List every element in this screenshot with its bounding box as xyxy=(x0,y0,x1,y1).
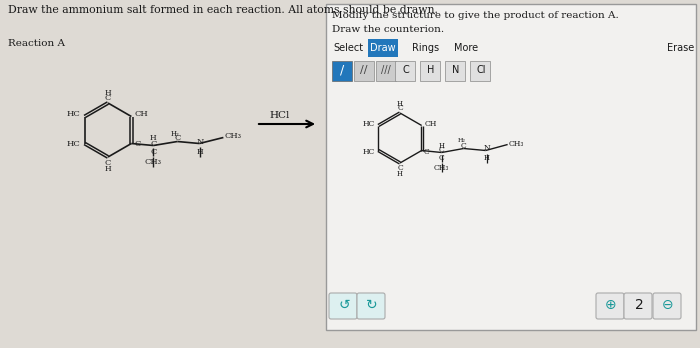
Text: Erase: Erase xyxy=(667,43,694,53)
Text: N: N xyxy=(483,144,490,152)
Text: CH: CH xyxy=(134,111,148,119)
Text: C: C xyxy=(397,164,403,172)
Text: C: C xyxy=(402,65,409,75)
FancyBboxPatch shape xyxy=(596,293,624,319)
Text: Rings: Rings xyxy=(412,43,440,53)
Text: Draw: Draw xyxy=(370,43,395,53)
Text: CH₃: CH₃ xyxy=(225,133,242,141)
Text: ↺: ↺ xyxy=(338,298,350,312)
Text: CH: CH xyxy=(424,119,437,127)
Text: Reaction A: Reaction A xyxy=(8,39,65,47)
Text: C: C xyxy=(439,153,444,161)
Text: HC: HC xyxy=(362,148,375,156)
Text: CH₃: CH₃ xyxy=(509,140,524,148)
Text: H: H xyxy=(105,89,111,97)
Text: ⊖: ⊖ xyxy=(662,298,674,312)
Text: CH₃: CH₃ xyxy=(434,165,449,173)
Text: H: H xyxy=(397,100,403,108)
FancyBboxPatch shape xyxy=(653,293,681,319)
Text: HC: HC xyxy=(362,119,375,127)
Text: Modify the structure to give the product of reaction A.: Modify the structure to give the product… xyxy=(332,10,619,19)
Text: H: H xyxy=(427,65,435,75)
FancyBboxPatch shape xyxy=(395,61,415,81)
Text: H₂: H₂ xyxy=(458,138,466,143)
Text: CH₃: CH₃ xyxy=(145,158,162,166)
Text: C: C xyxy=(439,146,444,154)
Text: Draw the counterion.: Draw the counterion. xyxy=(332,24,444,33)
FancyBboxPatch shape xyxy=(329,293,357,319)
FancyBboxPatch shape xyxy=(368,39,398,57)
Text: More: More xyxy=(454,43,478,53)
Text: H: H xyxy=(484,153,490,161)
Text: H: H xyxy=(197,148,204,156)
Text: Draw the ammonium salt formed in each reaction. All atoms should be drawn.: Draw the ammonium salt formed in each re… xyxy=(8,5,438,15)
Text: ⊕: ⊕ xyxy=(606,298,617,312)
Text: ///: /// xyxy=(381,65,391,75)
FancyBboxPatch shape xyxy=(445,61,465,81)
Text: HC: HC xyxy=(66,141,80,149)
Text: Cl: Cl xyxy=(476,65,486,75)
FancyBboxPatch shape xyxy=(326,4,696,330)
Text: Select: Select xyxy=(333,43,363,53)
Text: H: H xyxy=(105,165,111,173)
Text: C: C xyxy=(105,94,111,102)
Text: C: C xyxy=(174,134,181,142)
Text: C: C xyxy=(105,159,111,167)
Text: HCl: HCl xyxy=(270,111,290,120)
Text: N: N xyxy=(452,65,460,75)
Text: H: H xyxy=(439,142,444,150)
Text: H: H xyxy=(397,170,403,178)
Text: C: C xyxy=(134,141,141,149)
FancyBboxPatch shape xyxy=(376,61,396,81)
FancyBboxPatch shape xyxy=(357,293,385,319)
FancyBboxPatch shape xyxy=(624,293,652,319)
Text: C: C xyxy=(150,140,157,148)
Text: C: C xyxy=(461,142,466,150)
Text: //: // xyxy=(360,65,368,75)
Text: /: / xyxy=(340,63,344,77)
Text: H₂: H₂ xyxy=(171,129,180,137)
FancyBboxPatch shape xyxy=(470,61,490,81)
FancyBboxPatch shape xyxy=(354,61,374,81)
Text: C: C xyxy=(424,148,430,156)
Text: 2: 2 xyxy=(635,298,643,312)
Text: ↻: ↻ xyxy=(366,298,378,312)
Text: C: C xyxy=(397,104,403,112)
Text: HC: HC xyxy=(66,111,80,119)
FancyBboxPatch shape xyxy=(420,61,440,81)
FancyBboxPatch shape xyxy=(332,61,352,81)
Text: H: H xyxy=(150,134,157,142)
Text: C: C xyxy=(150,148,157,156)
Text: N: N xyxy=(197,137,204,145)
